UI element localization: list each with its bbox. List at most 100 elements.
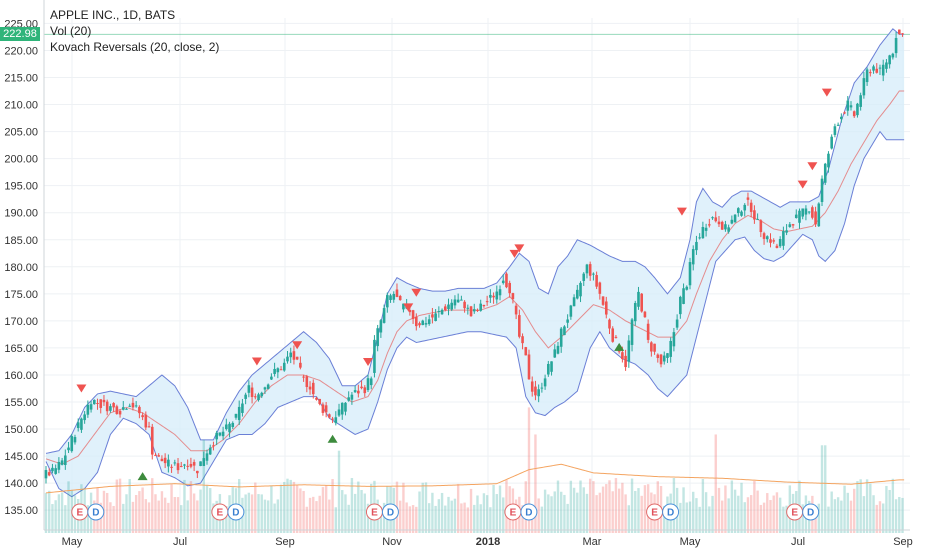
candle-body [157, 455, 160, 457]
candle-body [398, 296, 402, 301]
candle-body [67, 447, 70, 451]
volume-bar [112, 505, 115, 533]
candle-body [585, 264, 589, 274]
volume-bar [762, 502, 766, 533]
kovach-indicator-label[interactable]: Kovach Reversals (20, close, 2) [50, 40, 220, 54]
volume-bar [492, 484, 495, 533]
volume-bar [157, 500, 160, 533]
volume-bar [312, 496, 315, 533]
candle-body [727, 227, 730, 232]
candle-body [640, 293, 643, 312]
volume-bar [379, 506, 383, 533]
candle-body [376, 328, 379, 347]
volume-bar [759, 504, 763, 533]
candle-body [386, 295, 389, 308]
volume-bar [643, 485, 647, 533]
volume-bar [283, 481, 286, 533]
candle-body [254, 396, 257, 398]
candle-body [99, 399, 103, 408]
volume-indicator-label[interactable]: Vol (20) [50, 24, 92, 38]
volume-bar [740, 482, 743, 533]
volume-bar [534, 434, 537, 533]
candle-body [308, 386, 312, 390]
candle-body [588, 264, 592, 276]
candle-body [437, 311, 441, 313]
candle-body [650, 342, 653, 352]
candle-body [695, 241, 698, 251]
candle-body [543, 378, 547, 387]
candle-body [794, 214, 798, 219]
candle-body [424, 323, 428, 325]
volume-bar [698, 506, 701, 533]
volume-bar [553, 491, 556, 533]
candle-body [363, 387, 367, 394]
symbol-title[interactable]: APPLE INC., 1D, BATS [50, 8, 176, 22]
candle-body [186, 465, 189, 467]
candle-body [225, 424, 228, 430]
volume-bar [898, 496, 901, 533]
candle-body [289, 352, 293, 358]
candle-body [704, 227, 708, 231]
time-axis[interactable]: May Jul Sep Nov 2018 Mar May Jul Sep [44, 529, 913, 548]
candle-body [846, 100, 850, 111]
volume-bar [827, 506, 830, 533]
volume-bar [186, 500, 189, 533]
volume-bar [382, 502, 386, 533]
volume-bar [350, 478, 354, 533]
volume-bar [566, 503, 569, 533]
candle-body [592, 273, 595, 275]
candle-body [534, 386, 537, 396]
candle-body [318, 398, 321, 404]
volume-bar [824, 445, 827, 533]
volume-bar [418, 491, 421, 533]
candle-body [801, 208, 804, 217]
volume-bar [550, 496, 553, 533]
candle-body [447, 304, 450, 309]
volume-bar [637, 488, 640, 533]
volume-bar [489, 507, 492, 533]
volume-bar [360, 490, 363, 533]
candle-body [443, 306, 447, 311]
volume-bar [279, 484, 283, 533]
candle-body [183, 464, 186, 466]
candle-body [270, 376, 273, 380]
candle-body [608, 319, 611, 329]
candle-body [733, 214, 737, 223]
candle-body [898, 29, 901, 34]
candle-body [131, 402, 135, 408]
candle-body [791, 224, 795, 226]
volume-bar [817, 503, 820, 533]
volume-bar [875, 504, 878, 533]
earnings-marker-label: E [217, 508, 224, 519]
volume-bar [453, 498, 457, 533]
candle-body [572, 297, 576, 307]
dividend-marker-label: D [807, 508, 814, 519]
candle-body [96, 403, 99, 405]
candle-body [524, 347, 528, 356]
volume-bar [778, 497, 782, 533]
volume-bar [727, 498, 730, 533]
volume-bar [176, 497, 180, 533]
volume-bar [527, 407, 531, 533]
volume-bar [485, 495, 489, 533]
candle-body [105, 401, 109, 412]
candle-body [440, 309, 444, 315]
candle-body [51, 467, 54, 472]
candle-body [859, 95, 862, 107]
volume-bar [209, 488, 212, 533]
band-fill [46, 28, 905, 497]
candle-body [382, 308, 386, 323]
candle-body [321, 404, 325, 413]
price-axis[interactable]: 135.00 140.00 145.00 150.00 155.00 160.00 165.… [4, 0, 45, 530]
volume-bar [51, 504, 54, 533]
volume-bar [685, 502, 688, 533]
earnings-marker-label: E [76, 508, 83, 519]
volume-bar [692, 491, 695, 533]
volume-bar [180, 505, 183, 533]
volume-bar [151, 478, 154, 533]
volume-bar [608, 480, 611, 533]
candle-body [595, 275, 598, 287]
candle-body [762, 233, 766, 239]
